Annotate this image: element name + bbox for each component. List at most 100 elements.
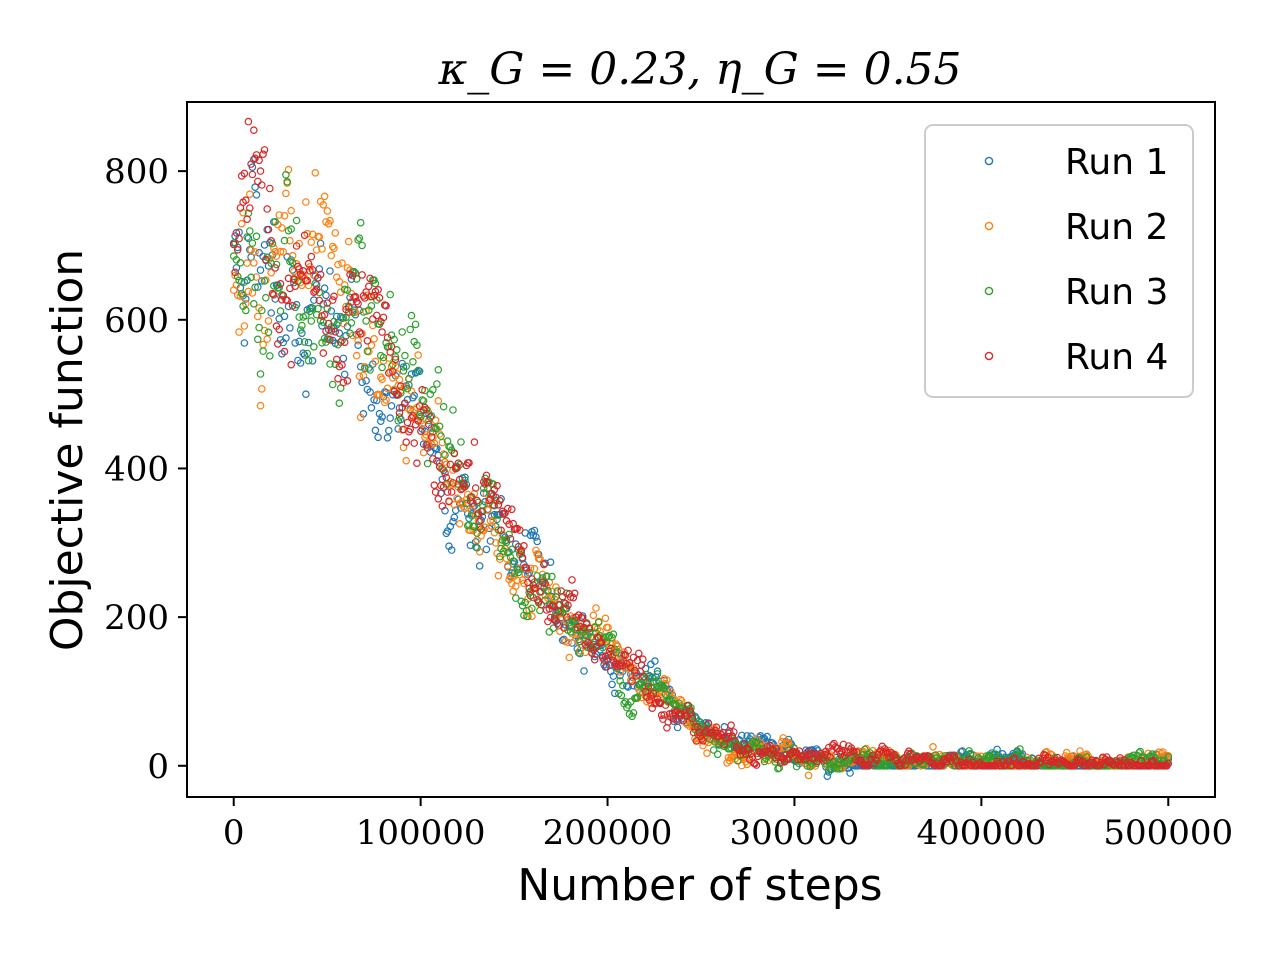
data-point	[503, 562, 512, 570]
data-point	[308, 266, 317, 274]
data-point	[423, 459, 432, 468]
data-point	[260, 277, 269, 285]
data-point	[541, 559, 550, 568]
data-point	[356, 218, 365, 227]
data-point	[287, 206, 296, 215]
data-point	[947, 757, 956, 766]
data-point	[244, 287, 253, 296]
data-point	[364, 282, 373, 291]
data-point	[340, 370, 349, 379]
data-point	[413, 341, 421, 350]
data-point	[439, 450, 448, 458]
data-point	[260, 146, 269, 154]
data-point	[560, 624, 568, 632]
data-point	[688, 714, 697, 723]
data-point	[282, 171, 290, 179]
x-axis-label: Number of steps	[517, 860, 882, 911]
data-point	[229, 240, 238, 249]
data-point	[852, 748, 861, 756]
data-point	[418, 385, 427, 394]
data-point	[272, 252, 281, 260]
data-point	[589, 611, 598, 620]
data-point	[743, 744, 751, 753]
data-point	[520, 541, 528, 550]
data-point	[259, 150, 267, 159]
data-point	[296, 326, 305, 334]
data-point	[394, 390, 403, 399]
data-point	[511, 594, 520, 602]
data-point	[344, 237, 353, 246]
data-point	[421, 403, 429, 412]
data-point	[435, 422, 444, 431]
data-point	[370, 276, 378, 284]
data-point	[288, 258, 297, 267]
data-point	[747, 749, 755, 758]
data-point	[356, 413, 365, 422]
data-point	[763, 732, 772, 741]
data-point	[236, 258, 245, 267]
data-point	[653, 670, 662, 678]
data-point	[387, 402, 396, 410]
data-point	[267, 309, 276, 317]
data-point	[594, 618, 603, 627]
data-point	[263, 335, 272, 343]
data-point	[515, 526, 524, 534]
data-point	[320, 334, 329, 343]
data-point	[401, 399, 409, 408]
data-point	[323, 207, 332, 215]
data-point	[752, 738, 761, 746]
data-point	[378, 413, 386, 421]
data-point	[653, 667, 662, 676]
data-point	[276, 279, 285, 288]
data-point	[356, 362, 365, 371]
data-point	[302, 390, 310, 399]
x-tick-label: 400000	[916, 813, 1046, 853]
data-point	[606, 644, 615, 653]
data-point	[308, 304, 317, 313]
data-point	[243, 215, 251, 224]
data-point	[358, 378, 366, 387]
data-point	[713, 750, 722, 759]
data-point	[541, 579, 550, 588]
data-point	[522, 564, 531, 572]
data-point	[676, 695, 685, 704]
data-point	[608, 680, 616, 689]
data-point	[604, 623, 612, 632]
data-point	[449, 406, 457, 414]
data-point	[578, 614, 587, 622]
data-point	[426, 413, 435, 421]
data-point	[327, 251, 336, 260]
data-point	[693, 723, 702, 731]
data-point	[618, 681, 627, 690]
data-point	[316, 270, 325, 279]
data-point	[237, 289, 246, 298]
data-point	[395, 413, 404, 421]
data-point	[552, 583, 560, 591]
data-point	[474, 498, 483, 507]
data-point	[846, 769, 854, 777]
data-point	[312, 285, 321, 294]
data-point	[569, 593, 578, 602]
legend-marker	[984, 351, 994, 361]
data-point	[354, 236, 362, 244]
data-point	[282, 334, 290, 342]
data-point	[494, 500, 503, 509]
data-point	[839, 740, 848, 749]
data-point	[704, 719, 713, 728]
data-point	[493, 481, 501, 490]
data-point	[354, 299, 362, 308]
data-point	[685, 705, 694, 713]
data-point	[330, 244, 338, 253]
data-point	[533, 595, 542, 604]
data-point	[697, 735, 706, 743]
data-point	[655, 698, 663, 707]
data-point	[383, 433, 392, 442]
data-point	[495, 496, 504, 505]
data-point	[292, 216, 301, 225]
data-point	[592, 604, 600, 612]
data-point	[276, 247, 285, 256]
data-point	[252, 273, 261, 281]
data-point	[544, 586, 552, 595]
x-axis-ticks: 0 100000 200000 300000 400000 500000	[223, 797, 1233, 853]
